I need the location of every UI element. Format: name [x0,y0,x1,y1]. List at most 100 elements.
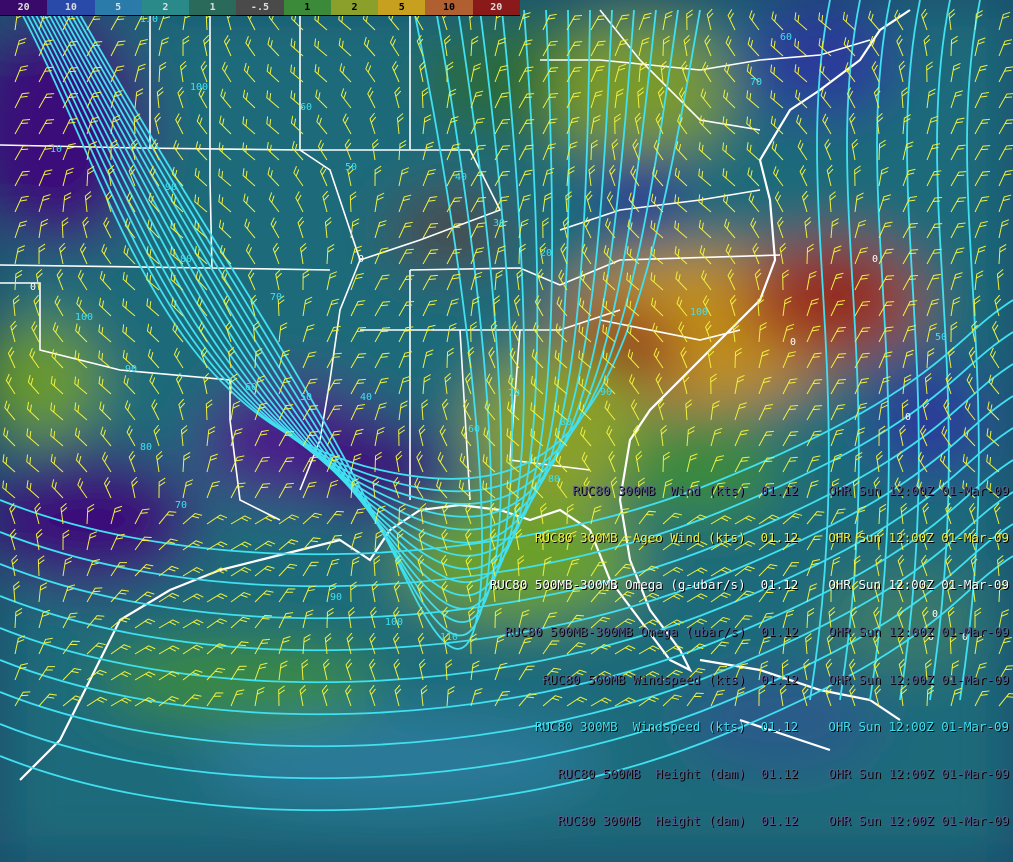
wind-barb [395,554,402,577]
wind-barb [558,269,568,291]
wind-barb [614,63,627,83]
wind-barb [158,592,180,603]
isotach-label: 90 [600,387,612,398]
wind-barb [843,37,856,57]
wind-barb [254,347,263,369]
wind-barb [62,92,78,109]
wind-barb [746,142,760,161]
wind-barb [830,404,846,421]
wind-barb [103,477,112,499]
wind-barb [973,295,981,317]
wind-barb [652,322,664,343]
wind-barb [122,349,136,369]
wind-barb [148,192,160,213]
wind-barb [926,115,939,135]
wind-barb [530,375,544,395]
isotach-label: 50 [935,332,947,343]
wind-barb [398,326,414,343]
wind-barb [149,165,160,187]
wind-barb [254,540,276,551]
wind-barb [418,528,426,551]
wind-barb [974,118,990,135]
isotach-label: 10 [50,144,62,155]
wind-barb [494,245,506,265]
wind-barb [540,502,547,525]
wind-barb [86,615,105,629]
wind-barb [590,139,598,161]
wind-barb [602,298,616,317]
wind-barb [38,637,53,655]
wind-barb [901,87,909,109]
wind-barb [14,37,27,57]
wind-barb [267,167,280,187]
wind-barb [374,274,390,291]
wind-barb [998,144,1013,161]
wind-barb [608,450,616,473]
wind-barb [991,321,1000,343]
wind-barb [614,14,630,31]
wind-barb [14,119,31,135]
wind-barb [110,114,121,135]
wind-barb [638,645,660,655]
wind-barb [539,242,547,265]
wind-barb [950,222,966,239]
wind-barb [542,118,558,135]
wind-barb [86,587,103,603]
wind-barb [566,530,577,551]
wind-barb [398,503,406,525]
wind-barb [920,554,928,577]
wind-barb [662,512,682,525]
wind-barb [326,405,343,421]
wind-barb [302,634,311,655]
wind-barb [374,402,387,421]
wind-barb [878,221,893,239]
wind-barb [542,93,559,109]
wind-barb [177,86,185,109]
wind-barb [50,428,64,447]
wind-barb [470,117,485,135]
wind-barb [2,480,16,499]
omega-label: 0 [905,412,911,423]
wind-barb [556,296,568,317]
wind-barb [182,35,190,57]
legend-line: RUC80 500MB Windspeed (kts) 01.12 OHR Su… [542,671,1009,687]
wind-barb [464,528,472,551]
wind-barb [221,61,232,83]
wind-barb [316,114,328,135]
wind-barb [392,632,400,655]
wind-barb [158,670,180,681]
omega-label: 0 [928,632,934,643]
wind-barb [902,168,916,187]
wind-barb [710,666,728,681]
wind-barb [926,685,935,707]
wind-barb [734,515,756,525]
wind-barb [725,243,736,265]
wind-barb [14,691,31,707]
isotach-line [76,9,483,650]
wind-barb [700,88,712,109]
wind-barb [530,428,544,447]
wind-barb [678,321,688,343]
wind-barb [998,636,1012,655]
wind-barb [758,588,776,603]
wind-barb [467,346,475,369]
wind-barb [554,427,568,447]
wind-barb [420,502,427,525]
wind-barb [949,633,957,655]
wind-barb [470,35,479,57]
isotach-label: 60 [245,382,257,393]
wind-barb [290,115,304,135]
wind-barb [542,167,555,187]
isotach-line [72,9,493,637]
wind-barb [368,658,376,681]
wind-barb [872,632,880,655]
wind-barb [86,559,100,577]
wind-barb [486,373,496,395]
wind-barb [122,272,136,291]
wind-barb [518,144,534,161]
wind-barb [398,425,405,447]
wind-barb [662,10,673,31]
wind-barb [830,272,844,291]
wind-barb [974,634,985,655]
wind-barb [75,452,88,473]
